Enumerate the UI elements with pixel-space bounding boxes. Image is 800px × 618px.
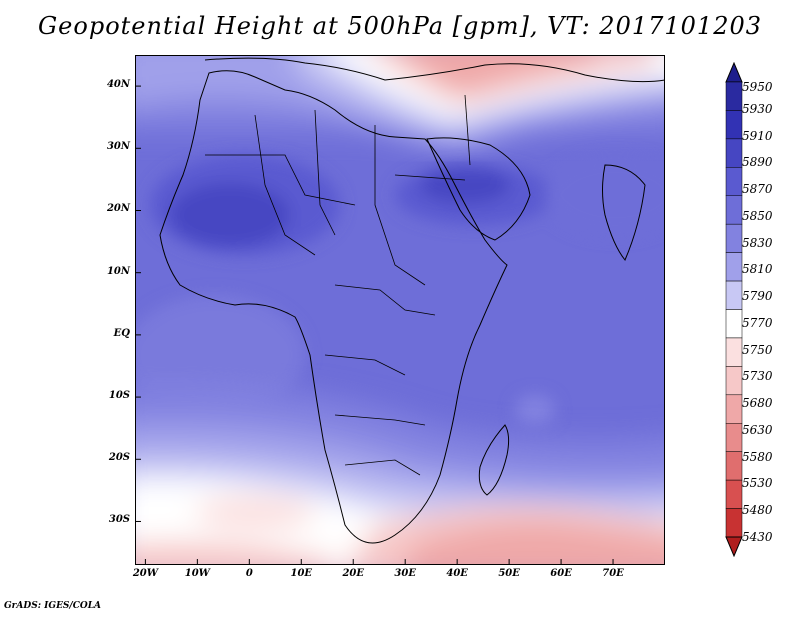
legend-swatch (725, 252, 743, 282)
legend-label: 5870 (742, 182, 773, 197)
footer-credit: GrADS: IGES/COLA (4, 601, 102, 611)
legend-swatch (725, 508, 743, 538)
axis-ticks (135, 85, 614, 565)
legend-label: 5530 (742, 476, 773, 491)
legend-swatch (725, 366, 743, 396)
legend-label: 5580 (742, 449, 773, 464)
legend-label: 5430 (742, 530, 773, 544)
legend-label: 5930 (742, 101, 773, 116)
x-tick-label: 20E (342, 568, 364, 579)
y-tick-label: 30S (108, 514, 130, 526)
map-svg (135, 55, 666, 565)
legend-swatch (725, 81, 743, 111)
africa-coastline (159, 70, 508, 544)
legend-label: 5750 (742, 342, 773, 357)
color-legend: 5950 5930 5910 5890 5870 5850 5830 5810 5790 5770… (724, 61, 794, 558)
legend-label: 5680 (742, 396, 773, 411)
legend-label: 5480 (742, 503, 773, 518)
legend-label: 5770 (742, 315, 773, 330)
x-tick-label: 0 (245, 568, 253, 579)
legend-label: 5790 (742, 289, 773, 304)
legend-label: 5830 (742, 235, 773, 250)
arabia-coastline (426, 137, 531, 241)
x-tick-label: 20W (132, 568, 158, 579)
y-tick-label: 10S (108, 390, 130, 402)
x-tick-label: 50E (498, 568, 520, 579)
legend-swatch-bottom (725, 536, 743, 558)
legend-label: 5630 (742, 422, 773, 437)
x-tick-label: 30E (394, 568, 416, 579)
y-tick-label: 20S (108, 452, 130, 464)
plot-title: Geopotential Height at 500hPa [gpm], VT:… (38, 12, 762, 40)
legend-swatch (725, 337, 743, 367)
x-tick-label: 70E (602, 568, 624, 579)
y-tick-label: 40N (106, 79, 130, 91)
legend-swatch (725, 451, 743, 481)
legend-swatch (725, 110, 743, 140)
height-field (135, 55, 665, 565)
map-panel (135, 55, 666, 565)
legend-swatch (725, 280, 743, 310)
country-borders (205, 94, 471, 476)
legend-swatch (725, 223, 743, 253)
coastlines (159, 57, 666, 544)
x-tick-label: 60E (550, 568, 572, 579)
legend-label: 5890 (742, 155, 773, 170)
europe-coastline (204, 57, 666, 83)
legend-swatch (725, 167, 743, 196)
legend-swatch (725, 309, 743, 339)
x-tick-label: 40E (446, 568, 468, 579)
legend-swatch (725, 195, 743, 225)
legend-label: 5910 (742, 128, 773, 143)
legend-swatch-top (725, 61, 743, 83)
legend-swatch (725, 394, 743, 424)
india-coastline (602, 164, 646, 261)
y-tick-label: EQ (113, 327, 130, 339)
legend-label: 5950 (742, 80, 773, 94)
y-tick-label: 10N (106, 265, 130, 277)
x-tick-label: 10W (184, 568, 210, 579)
legend-swatch (725, 479, 743, 509)
y-tick-label: 30N (106, 141, 130, 153)
y-tick-label: 20N (106, 203, 130, 215)
map-frame (135, 55, 665, 565)
legend-label: 5730 (742, 369, 773, 384)
legend-swatch (725, 138, 743, 168)
legend-colorbar (725, 61, 743, 558)
madagascar-coastline (478, 424, 510, 496)
legend-label: 5810 (742, 262, 773, 277)
legend-swatch (725, 423, 743, 452)
legend-label: 5850 (742, 208, 773, 223)
x-tick-label: 10E (290, 568, 313, 579)
